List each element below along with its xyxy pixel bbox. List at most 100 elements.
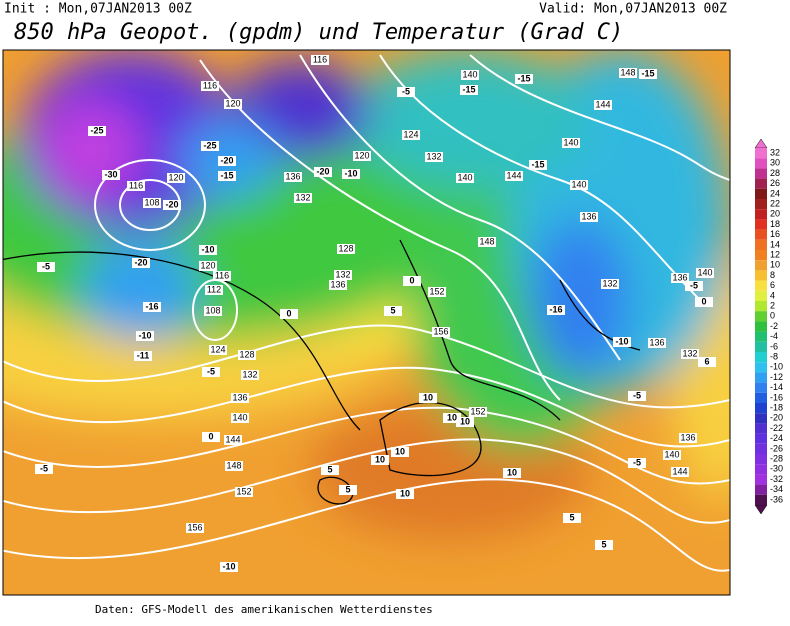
- colorbar-swatch: [755, 464, 767, 475]
- temperature-label-box: [88, 126, 106, 136]
- temperature-label: -16: [145, 301, 158, 311]
- geopotential-label: 132: [295, 192, 310, 202]
- temperature-label: 0: [409, 275, 414, 285]
- geopotential-label-box: [648, 338, 666, 348]
- geopotential-label-box: [311, 55, 329, 65]
- colorbar-swatch: [755, 270, 767, 281]
- geopotential-label: 144: [595, 99, 610, 109]
- colorbar-label: -6: [770, 341, 778, 351]
- temperature-label-box: [218, 156, 236, 166]
- colorbar-label: 0: [770, 311, 775, 321]
- colorbar-swatch: [755, 148, 767, 159]
- geopotential-label: 148: [620, 67, 635, 77]
- colorbar-label: -18: [770, 402, 783, 412]
- temperature-label-box: [698, 357, 716, 367]
- geopotential-label: 120: [225, 98, 240, 108]
- colorbar-label: -12: [770, 372, 783, 382]
- temperature-label-box: [384, 306, 402, 316]
- geopotential-label: 148: [226, 460, 241, 470]
- temperature-label: -11: [137, 350, 150, 360]
- temperature-label-box: [460, 85, 478, 95]
- colorbar-swatch: [755, 372, 767, 383]
- geopotential-label: 140: [664, 449, 679, 459]
- geopotential-label-box: [186, 523, 204, 533]
- colorbar-label: -16: [770, 392, 783, 402]
- geopotential-label-box: [425, 152, 443, 162]
- geopotential-label: 136: [285, 171, 300, 181]
- temperature-label: 5: [569, 512, 574, 522]
- colorbar-bottom-arrow: [754, 504, 768, 515]
- temperature-label: -5: [633, 457, 641, 467]
- geopotential-label-box: [127, 181, 145, 191]
- colorbar-swatch: [755, 413, 767, 424]
- temperature-label-box: [35, 464, 53, 474]
- temperature-label-box: [695, 297, 713, 307]
- temperature-label: 6: [704, 356, 709, 366]
- temperature-label-box: [443, 413, 461, 423]
- temperature-label-box: [132, 258, 150, 268]
- temperature-label: -30: [104, 169, 117, 179]
- colorbar-label: -8: [770, 351, 778, 361]
- geopotential-label: 136: [680, 432, 695, 442]
- geopotential-label: 140: [697, 267, 712, 277]
- geopotential-label-box: [337, 244, 355, 254]
- temperature-label: 10: [507, 467, 517, 477]
- temperature-label: -10: [201, 244, 214, 254]
- colorbar-swatch: [755, 168, 767, 179]
- temperature-label-box: [314, 167, 332, 177]
- colorbar-label: 8: [770, 270, 775, 280]
- geopotential-label: 116: [203, 80, 217, 90]
- geopotential-label: 140: [462, 69, 477, 79]
- temperature-label: -5: [690, 280, 698, 290]
- temperature-label: -10: [138, 330, 151, 340]
- geopotential-label-box: [432, 327, 450, 337]
- colorbar-swatch: [755, 301, 767, 312]
- temperature-label-box: [396, 489, 414, 499]
- geopotential-label-box: [205, 285, 223, 295]
- geopotential-label: 132: [602, 278, 617, 288]
- temperature-label: -16: [549, 304, 562, 314]
- colorbar-swatch: [755, 158, 767, 169]
- colorbar-top-arrow: [754, 138, 768, 149]
- geopotential-label-box: [238, 350, 256, 360]
- temperature-label-box: [563, 513, 581, 523]
- geopotential-label-box: [679, 433, 697, 443]
- temperature-label-box: [321, 465, 339, 475]
- colorbar-label: -4: [770, 331, 778, 341]
- temperature-label: 10: [447, 412, 457, 422]
- colorbar-swatch: [755, 382, 767, 393]
- temperature-label: -5: [633, 390, 641, 400]
- colorbar-label: 28: [770, 168, 780, 178]
- geopotential-label-box: [570, 180, 588, 190]
- colorbar-label: 32: [770, 147, 780, 157]
- geopotential-label: 108: [144, 197, 159, 207]
- temperature-label-box: [136, 331, 154, 341]
- colorbar-swatch: [755, 280, 767, 291]
- geopotential-label: 156: [433, 326, 448, 336]
- geopotential-label-box: [619, 68, 637, 78]
- colorbar-swatch: [755, 423, 767, 434]
- colorbar-swatch: [755, 454, 767, 465]
- geopotential-label: 132: [426, 151, 441, 161]
- footer-credit: Daten: GFS-Modell des amerikanischen Wet…: [95, 603, 433, 616]
- temperature-label-box: [102, 170, 120, 180]
- colorbar-label: -30: [770, 464, 783, 474]
- temperature-label-box: [37, 262, 55, 272]
- geopotential-label-box: [478, 237, 496, 247]
- temperature-label-box: [515, 74, 533, 84]
- colorbar-swatch: [755, 219, 767, 230]
- colorbar-swatch: [755, 443, 767, 454]
- geopotential-label-box: [231, 413, 249, 423]
- geopotential-label-box: [224, 99, 242, 109]
- temperature-label: -5: [40, 463, 48, 473]
- colorbar-label: -22: [770, 423, 783, 433]
- colorbar-label: 10: [770, 260, 780, 270]
- temperature-label-box: [628, 391, 646, 401]
- geopotential-label: 116: [313, 54, 327, 64]
- temperature-label-box: [143, 302, 161, 312]
- geopotential-label: 136: [330, 279, 345, 289]
- geopotential-label-box: [562, 138, 580, 148]
- temperature-label-box: [456, 417, 474, 427]
- colorbar-label: 30: [770, 158, 780, 168]
